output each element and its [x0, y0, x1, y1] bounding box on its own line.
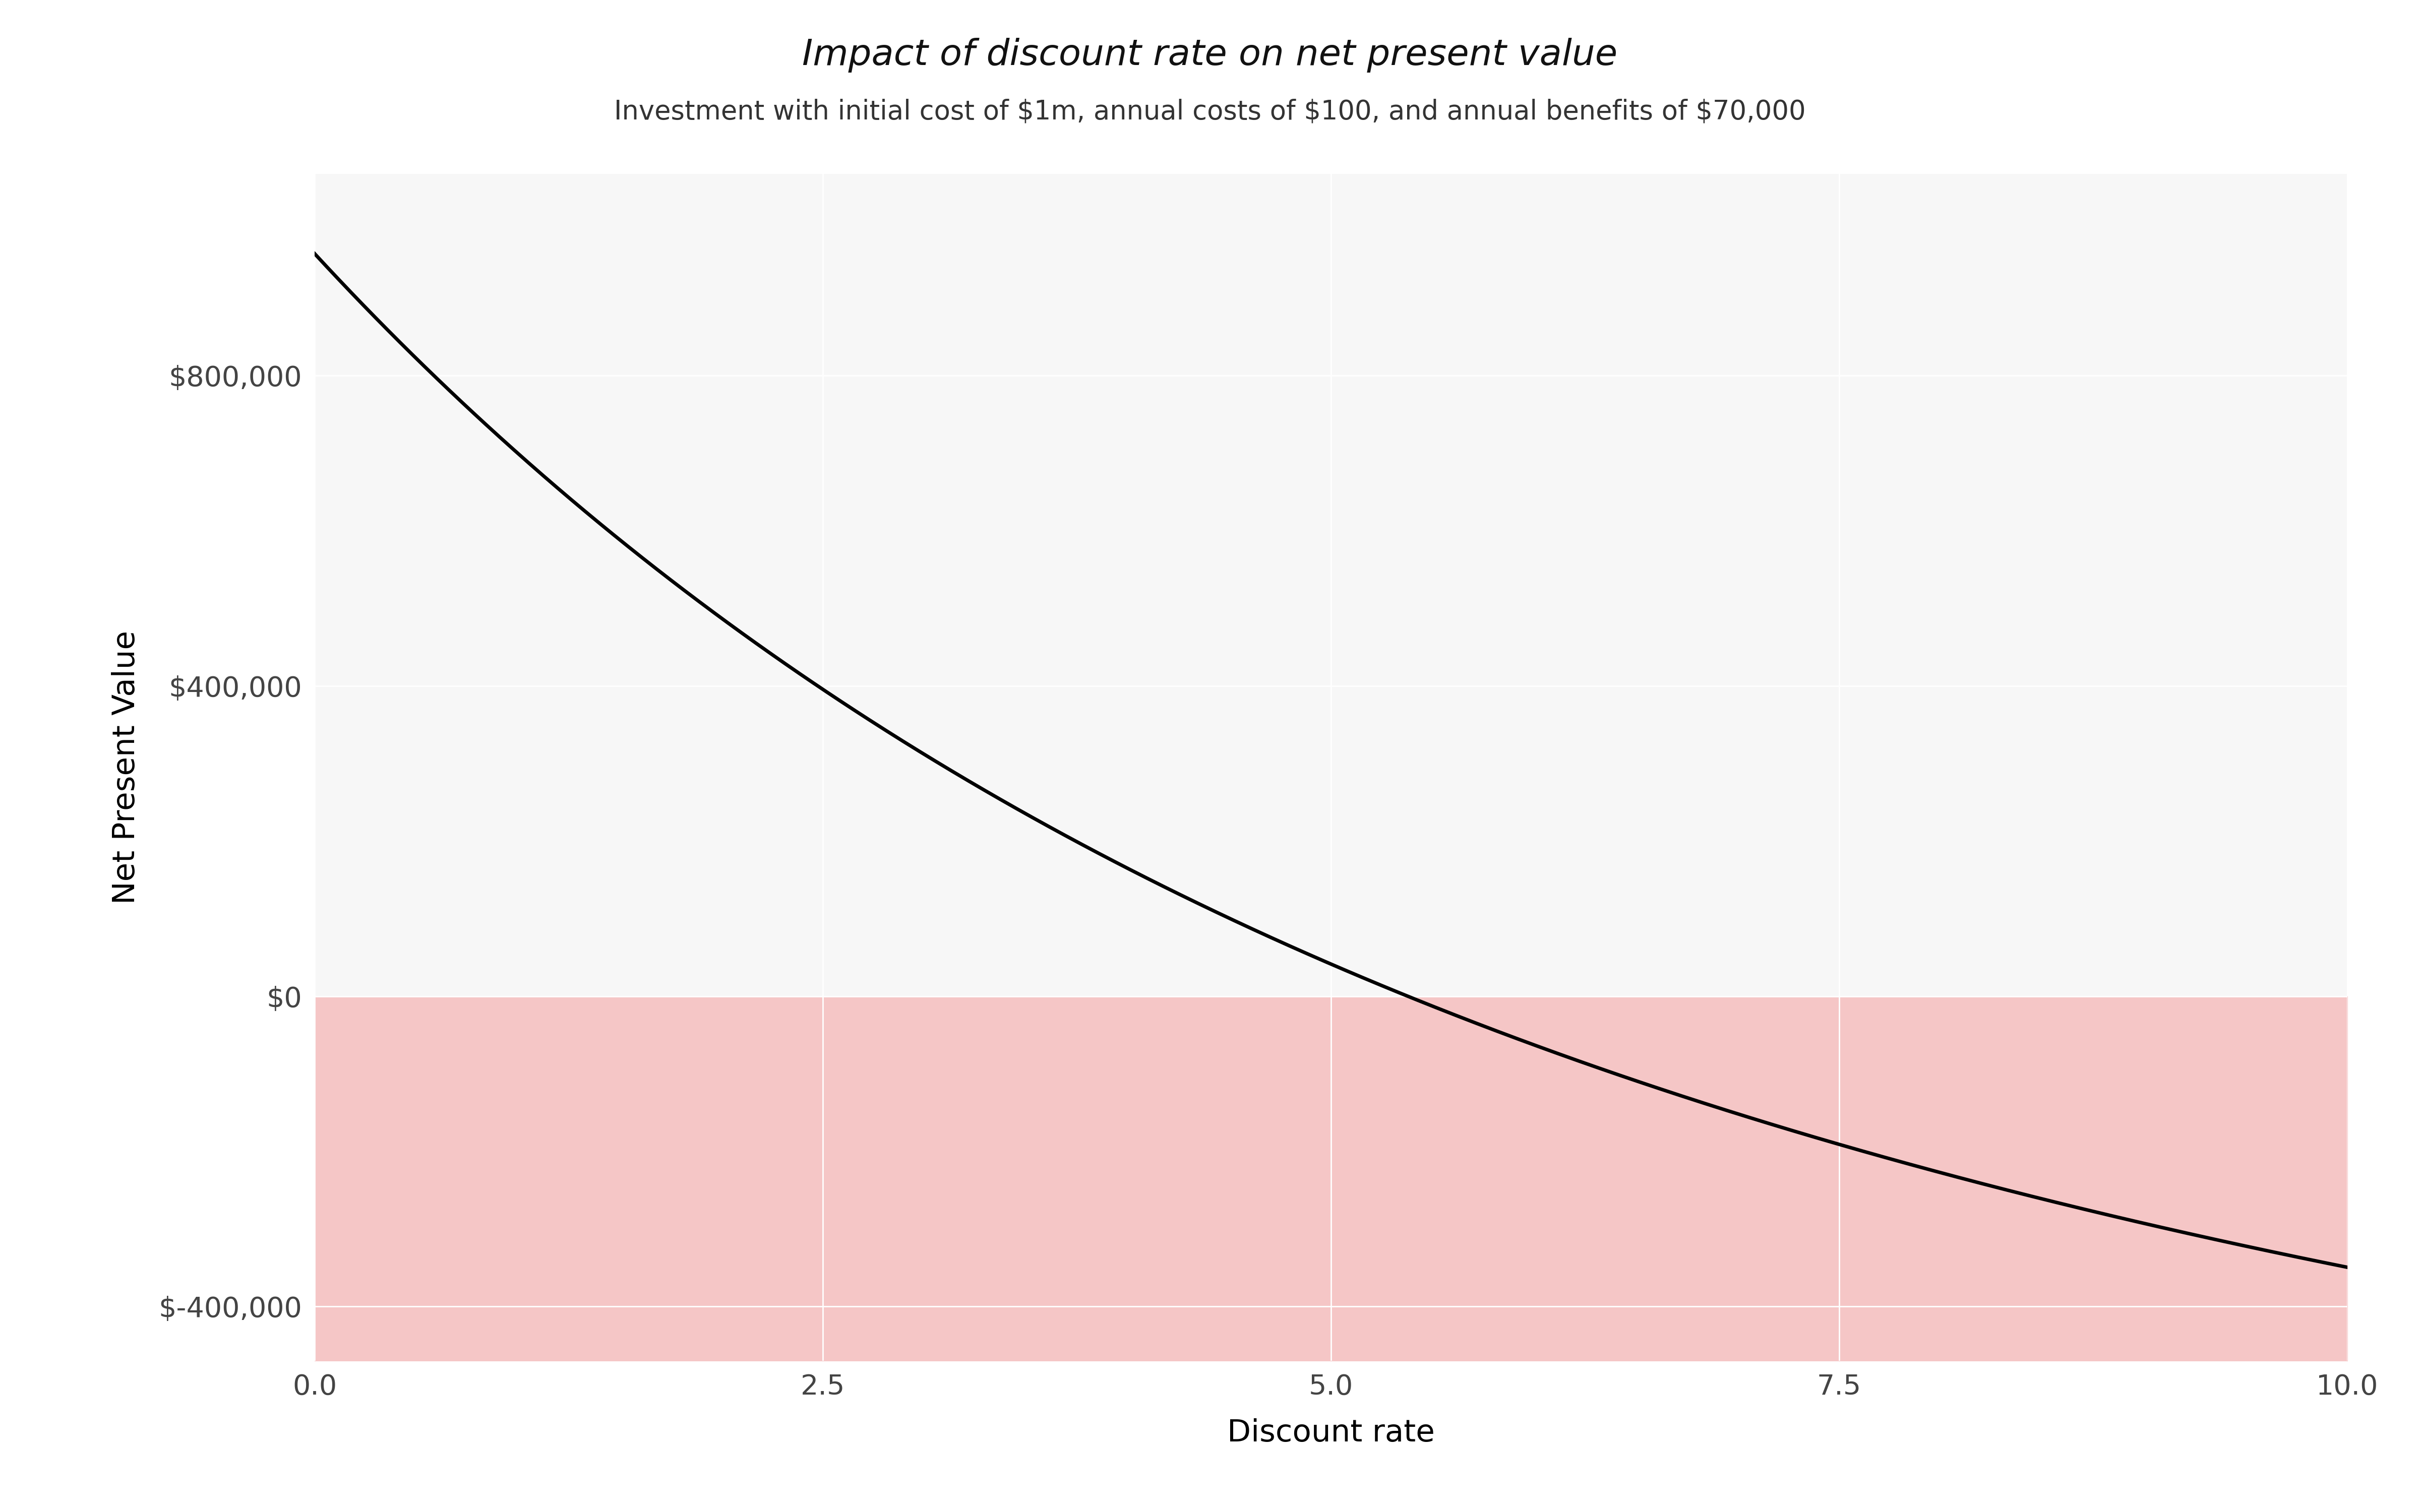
- Text: Impact of discount rate on net present value: Impact of discount rate on net present v…: [803, 38, 1617, 73]
- X-axis label: Discount rate: Discount rate: [1227, 1418, 1435, 1448]
- Text: Investment with initial cost of $1m, annual costs of $100, and annual benefits o: Investment with initial cost of $1m, ann…: [615, 98, 1805, 124]
- Y-axis label: Net Present Value: Net Present Value: [111, 631, 140, 904]
